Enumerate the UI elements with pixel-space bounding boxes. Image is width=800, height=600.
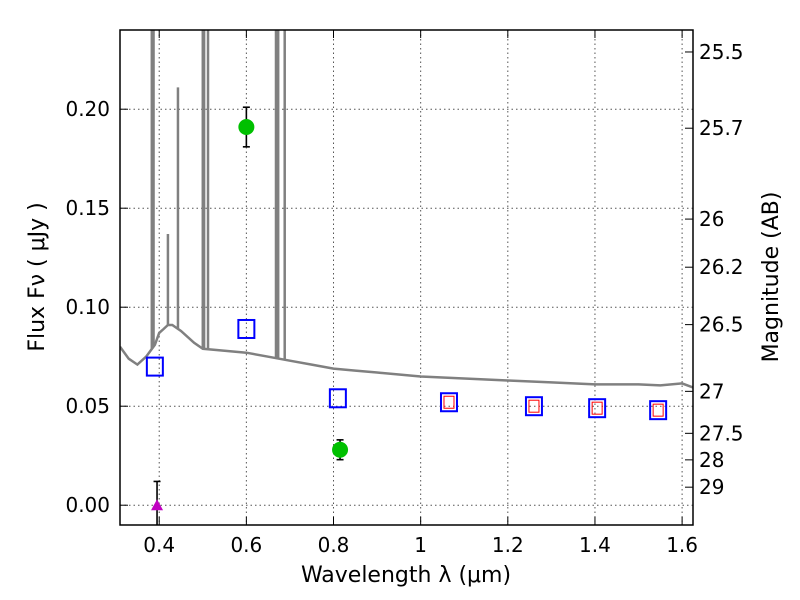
observed-flux-point xyxy=(238,119,255,136)
y-tick-label: 0.10 xyxy=(65,295,110,319)
x-tick-label: 0.4 xyxy=(143,533,175,557)
x-tick-label: 1.6 xyxy=(666,533,698,557)
right-tick-label: 27 xyxy=(699,379,724,403)
right-tick-label: 27.5 xyxy=(699,421,744,445)
model-flux-inner-square xyxy=(591,401,603,415)
grid xyxy=(120,30,693,525)
right-axis-title: Magnitude (AB) xyxy=(759,192,784,363)
right-tick-label: 28 xyxy=(699,448,724,472)
y-tick-label: 0.00 xyxy=(65,493,110,517)
x-tick-label: 0.8 xyxy=(318,533,350,557)
y-axis-title: Flux Fν ( μJy ) xyxy=(25,202,50,351)
model-flux-square xyxy=(588,398,607,419)
plot-area xyxy=(120,30,693,525)
model-flux-square xyxy=(649,400,668,421)
model-flux-square xyxy=(237,318,256,339)
model-flux-square xyxy=(145,356,164,377)
model-flux-inner-square xyxy=(528,399,540,413)
model-flux-inner-square xyxy=(443,395,455,409)
right-tick-label: 26 xyxy=(699,207,724,231)
right-tick-label: 26.2 xyxy=(699,255,744,279)
x-tick-label: 1 xyxy=(414,533,427,557)
model-flux-inner-square xyxy=(652,403,664,417)
y-tick-label: 0.20 xyxy=(65,97,110,121)
right-tick-label: 29 xyxy=(699,475,724,499)
model-flux-square xyxy=(439,392,458,413)
axes-ticks: 0.4 0.6 0.8 1 1.2 1.4 1.6 0.00 0.05 0.10 0.15 0.20 2… xyxy=(65,30,744,557)
right-tick-label: 25.7 xyxy=(699,116,744,140)
right-tick-label: 25.5 xyxy=(699,40,744,64)
x-axis-title: Wavelength λ (μm) xyxy=(301,563,511,588)
x-tick-label: 1.4 xyxy=(579,533,611,557)
observed-flux-point xyxy=(332,441,349,458)
plot-frame xyxy=(119,29,694,526)
model-flux-square xyxy=(524,396,543,417)
model-spectrum-line xyxy=(120,323,693,389)
model-flux-square xyxy=(328,388,347,409)
upper-limit-marker xyxy=(151,499,164,511)
y-tick-label: 0.05 xyxy=(65,394,110,418)
right-tick-label: 26.5 xyxy=(699,313,744,337)
x-tick-label: 0.6 xyxy=(230,533,262,557)
y-tick-label: 0.15 xyxy=(65,196,110,220)
x-tick-label: 1.2 xyxy=(492,533,524,557)
